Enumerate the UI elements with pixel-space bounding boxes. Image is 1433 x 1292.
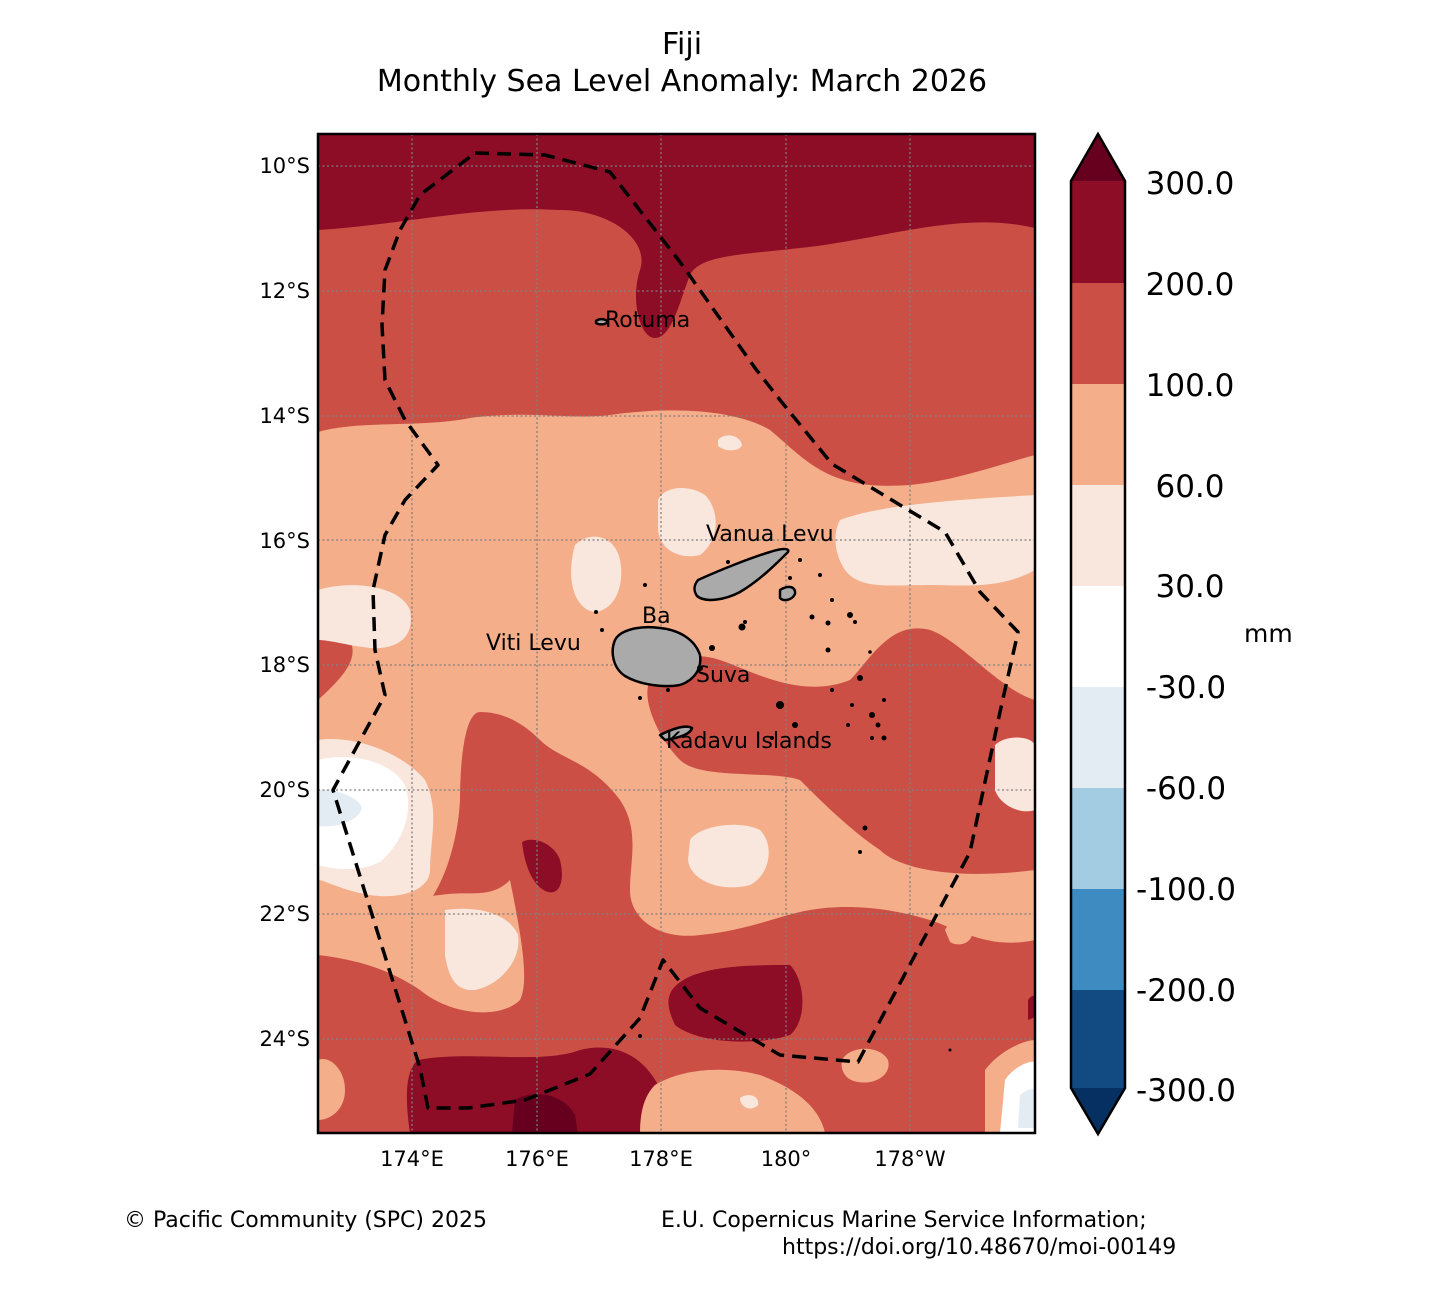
colorbar-segment	[1071, 283, 1125, 384]
place-label-viti-levu: Viti Levu	[486, 631, 581, 656]
colorbar-segment	[1071, 687, 1125, 788]
source-doi: https://doi.org/10.48670/moi-00149	[782, 1235, 1177, 1260]
lon-tick-label: 174°E	[380, 1147, 444, 1171]
place-label-vanua-levu: Vanua Levu	[706, 522, 834, 547]
band-30-60-b	[571, 536, 622, 612]
band-60-100-small-c	[318, 1059, 345, 1120]
colorbar-tick-label: -200.0	[1136, 973, 1236, 1009]
colorbar-segment	[1071, 181, 1125, 283]
colorbar-tick-label: 60.0	[1155, 469, 1224, 505]
band-above-300	[512, 1094, 578, 1133]
colorbar-tick-label: 200.0	[1146, 267, 1235, 303]
lon-tick-label: 176°E	[505, 1147, 569, 1171]
lat-tick-label: 22°S	[259, 902, 310, 926]
band-30-60-i	[718, 435, 742, 451]
colorbar	[1069, 131, 1127, 1137]
taveuni-island	[778, 585, 797, 602]
place-labels: Rotuma Vanua Levu Ba Viti Levu Suva Kada…	[486, 308, 834, 754]
colorbar-segment	[1071, 586, 1125, 687]
vanua-levu-island	[693, 547, 790, 602]
band-30-60-j	[878, 530, 902, 546]
colorbar-segment	[1071, 384, 1125, 485]
band-30-60-e	[688, 824, 769, 888]
lon-tick-label: 180°	[761, 1147, 812, 1171]
colorbar-segment	[1071, 788, 1125, 889]
place-label-suva: Suva	[696, 663, 750, 688]
band-200-300-edge	[1028, 996, 1035, 1020]
lat-tick-label: 12°S	[259, 279, 310, 303]
kadavu-island	[658, 725, 694, 742]
colorbar-tick-label: -30.0	[1146, 670, 1226, 706]
band-60-100-small-b	[945, 921, 973, 945]
colorbar-under-triangle	[1071, 1088, 1125, 1134]
band-200-300-small	[522, 839, 562, 893]
source-text: E.U. Copernicus Marine Service Informati…	[661, 1208, 1147, 1233]
colorbar-tick-labels: 300.0 200.0 100.0 60.0 30.0 -30.0 -60.0 …	[1136, 166, 1236, 1109]
band-30-60-a	[658, 488, 716, 557]
latitude-tick-labels: 10°S 12°S 14°S 16°S 18°S 20°S 22°S 24°S	[259, 154, 310, 1051]
band-200-300-north	[318, 134, 1035, 338]
eez-boundary	[331, 151, 1020, 1110]
viti-levu-island	[611, 625, 702, 688]
band-60-100-small-a	[841, 1048, 889, 1083]
longitude-tick-labels: 174°E 176°E 178°E 180° 178°W	[380, 1147, 946, 1171]
colorbar-tick-label: -100.0	[1136, 872, 1236, 908]
copyright-text: © Pacific Community (SPC) 2025	[124, 1208, 487, 1233]
lat-tick-label: 10°S	[259, 154, 310, 178]
colorbar-tick-label: -300.0	[1136, 1073, 1236, 1109]
lat-tick-label: 20°S	[259, 778, 310, 802]
map-frame	[316, 132, 1037, 1135]
place-label-ba: Ba	[642, 604, 671, 629]
lon-tick-label: 178°E	[629, 1147, 693, 1171]
colorbar-unit-label: mm	[1244, 619, 1293, 648]
band-30-60-g	[445, 908, 519, 991]
map-subtitle: Monthly Sea Level Anomaly: March 2026	[376, 64, 988, 99]
place-label-rotuma: Rotuma	[605, 308, 690, 333]
colorbar-over-triangle	[1071, 134, 1125, 181]
band-30-60-h	[995, 737, 1035, 812]
colorbar-segment	[1071, 889, 1125, 990]
rotuma-island	[594, 317, 610, 326]
colorbar-tick-label: 30.0	[1155, 569, 1224, 605]
lat-tick-label: 24°S	[259, 1027, 310, 1051]
band-200-300-southeast	[668, 965, 803, 1042]
band-minus-30-60-east	[1018, 1088, 1035, 1128]
map-title: Fiji	[661, 27, 703, 62]
band-60-100-south	[640, 1069, 825, 1133]
place-label-kadavu-islands: Kadavu Islands	[666, 729, 832, 754]
anomaly-field	[318, 134, 1035, 1133]
colorbar-outline	[1069, 131, 1127, 1137]
islands	[594, 317, 797, 742]
band-200-300-south	[406, 1047, 665, 1133]
small-islands	[594, 558, 952, 1052]
colorbar-tick-label: 300.0	[1146, 166, 1235, 202]
lat-tick-label: 16°S	[259, 529, 310, 553]
band-30-60-d	[318, 585, 411, 649]
lat-tick-label: 18°S	[259, 653, 310, 677]
lat-tick-label: 14°S	[259, 404, 310, 428]
colorbar-segment	[1071, 485, 1125, 586]
band-30-60-k	[740, 1095, 759, 1109]
colorbar-segment	[1071, 990, 1125, 1088]
lon-tick-label: 178°W	[874, 1147, 946, 1171]
colorbar-tick-label: -60.0	[1146, 771, 1226, 807]
band-neutral-west	[318, 757, 409, 870]
colorbar-tick-label: 100.0	[1146, 368, 1235, 404]
